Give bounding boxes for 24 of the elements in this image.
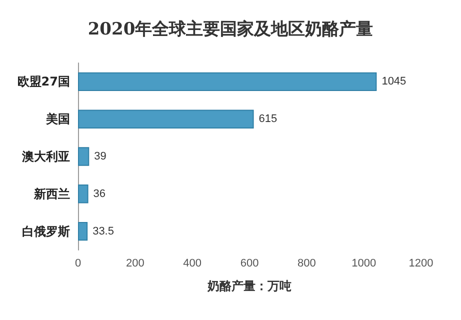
bar: [78, 222, 88, 241]
y-tick-label: 澳大利亚: [21, 150, 70, 164]
y-tick-label: 美国: [45, 112, 70, 126]
x-tick-label: 1000: [352, 258, 376, 270]
x-tick-label: 800: [297, 258, 316, 270]
bar: [78, 110, 254, 128]
data-label: 36: [93, 188, 106, 200]
data-label: 615: [258, 113, 278, 126]
data-label: 33.5: [92, 225, 114, 238]
bar: [78, 72, 377, 92]
bar: [78, 147, 90, 166]
x-tick-label: 0: [74, 258, 82, 270]
x-tick-label: 600: [240, 258, 259, 270]
x-tick-label: 200: [126, 258, 144, 270]
y-tick-label: 欧盟27国: [17, 74, 70, 89]
x-tick-label: 400: [183, 258, 202, 270]
y-tick-label: 白俄罗斯: [22, 224, 70, 238]
x-tick-label: 1200: [408, 258, 434, 270]
data-label: 39: [94, 150, 106, 162]
data-label: 1045: [382, 76, 406, 88]
chart-title: 2020年全球主要国家及地区奶酪产量: [88, 20, 374, 40]
y-tick-label: 新西兰: [33, 186, 70, 201]
x-axis-title: 奶酪产量：万吨: [206, 279, 292, 293]
bar: [78, 184, 88, 204]
